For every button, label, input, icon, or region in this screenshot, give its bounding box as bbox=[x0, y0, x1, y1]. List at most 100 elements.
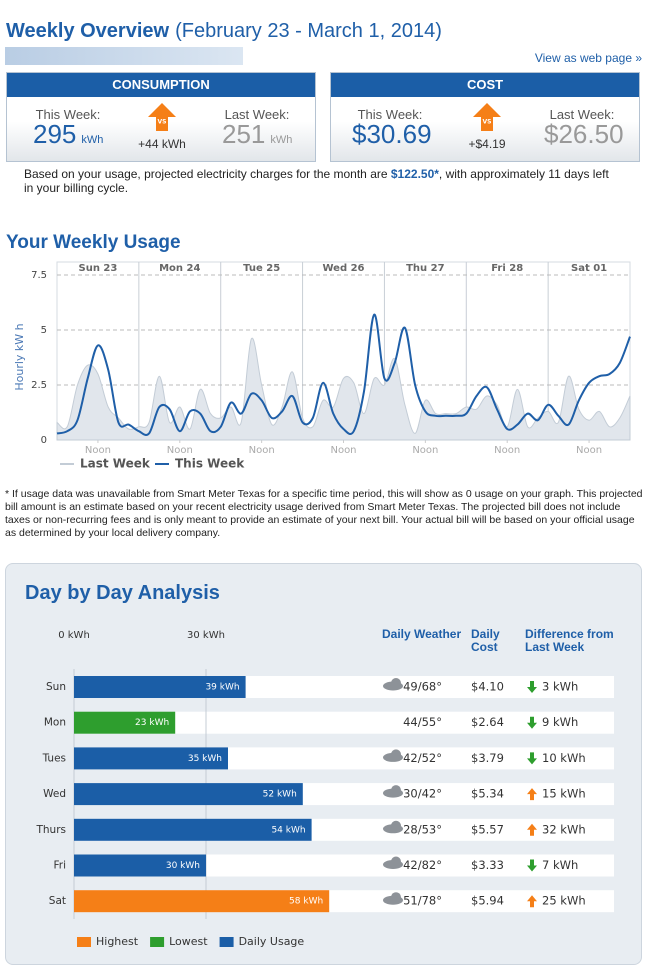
consumption-box: CONSUMPTION This Week: 295 kWh VS +44 kWh… bbox=[6, 72, 316, 162]
vs-label: VS bbox=[158, 119, 167, 126]
daily-cost: $4.10 bbox=[471, 680, 504, 694]
legend-swatch bbox=[150, 937, 165, 947]
difference-arrow bbox=[527, 788, 537, 801]
day-label: Mon 24 bbox=[159, 263, 200, 274]
category-label: Thurs bbox=[35, 824, 66, 836]
bar-value-label: 54 kWh bbox=[271, 825, 305, 835]
difference: 25 kWh bbox=[542, 894, 586, 908]
weather-icon bbox=[383, 749, 403, 762]
category-label: Wed bbox=[43, 788, 66, 800]
cloud bbox=[391, 749, 401, 760]
x-tick-label: Noon bbox=[85, 445, 111, 456]
difference-arrow bbox=[527, 752, 537, 765]
text: Based on your usage, projected electrici… bbox=[24, 167, 391, 181]
daily-cost: $5.34 bbox=[471, 787, 504, 801]
this-week-label: This Week: bbox=[35, 107, 101, 122]
category-label: Tues bbox=[42, 752, 66, 764]
cloud bbox=[391, 785, 401, 796]
last-week-value: $26.50 bbox=[544, 119, 624, 149]
weather: 49/68° bbox=[403, 680, 442, 694]
bar-value-label: 58 kWh bbox=[289, 897, 323, 907]
weather: 51/78° bbox=[403, 894, 442, 908]
x-tick-label: 30 kWh bbox=[187, 630, 225, 641]
y-tick-label: 2.5 bbox=[31, 380, 47, 391]
difference: 3 kWh bbox=[542, 680, 578, 694]
last-week-label: Last Week: bbox=[549, 107, 615, 122]
footnote: * If usage data was unavailable from Sma… bbox=[5, 488, 643, 539]
weather: 44/55° bbox=[403, 715, 442, 729]
row-track bbox=[74, 854, 614, 877]
weather: 28/53° bbox=[403, 822, 442, 836]
this-week-value: 295 kWh bbox=[33, 119, 103, 150]
bar bbox=[74, 711, 176, 734]
last-week-value: 251 kWh bbox=[222, 119, 292, 150]
x-tick-label: Noon bbox=[494, 445, 520, 456]
x-tick-label: Noon bbox=[576, 445, 602, 456]
x-tick-label: Noon bbox=[330, 445, 356, 456]
column-header: Daily Cost bbox=[471, 627, 500, 654]
weather-icon bbox=[383, 892, 403, 905]
daily-cost: $3.79 bbox=[471, 751, 504, 765]
date-range: (February 23 - March 1, 2014) bbox=[175, 20, 442, 42]
column-header: Difference from Last Week bbox=[525, 627, 614, 654]
legend-swatch bbox=[219, 937, 234, 947]
day-label: Thu 27 bbox=[406, 263, 444, 274]
weather: 42/52° bbox=[403, 751, 442, 765]
weather-icon bbox=[383, 820, 403, 834]
cost-box: COST This Week: $30.69 VS +$4.19 Last We… bbox=[330, 72, 640, 162]
difference-arrow bbox=[527, 895, 537, 908]
value: 295 bbox=[33, 119, 77, 149]
text: , with approximately 11 days left in you… bbox=[24, 167, 609, 195]
difference: 32 kWh bbox=[542, 822, 586, 836]
box-title: CONSUMPTION bbox=[7, 73, 315, 97]
x-tick-label: Noon bbox=[249, 445, 275, 456]
change: +44 kWh bbox=[138, 137, 186, 151]
category-label: Sun bbox=[46, 681, 66, 693]
cloud bbox=[391, 820, 401, 831]
daily-cost: $5.94 bbox=[471, 894, 504, 908]
y-tick-label: 7.5 bbox=[31, 270, 47, 281]
web-link[interactable]: View as web page » bbox=[534, 51, 642, 65]
category-label: Mon bbox=[44, 717, 66, 729]
bar bbox=[74, 890, 330, 913]
difference: 7 kWh bbox=[542, 858, 578, 872]
daily-cost: $3.33 bbox=[471, 858, 504, 872]
bar bbox=[74, 747, 228, 770]
day-label: Sat 01 bbox=[571, 263, 607, 274]
x-tick-label: Noon bbox=[167, 445, 193, 456]
unit: kWh bbox=[270, 134, 293, 146]
analysis-title: Day by Day Analysis bbox=[25, 582, 220, 604]
y-tick-label: 0 bbox=[41, 435, 47, 446]
change: +$4.19 bbox=[468, 137, 506, 151]
difference: 9 kWh bbox=[542, 715, 578, 729]
bar-value-label: 30 kWh bbox=[166, 861, 200, 871]
cloud bbox=[391, 678, 401, 688]
this-week-value: $30.69 bbox=[352, 119, 432, 149]
column-header: Daily Weather bbox=[382, 627, 462, 641]
legend-label: Last Week bbox=[80, 457, 151, 471]
day-label: Fri 28 bbox=[491, 263, 523, 274]
usage-title: Your Weekly Usage bbox=[6, 232, 181, 253]
difference: 15 kWh bbox=[542, 787, 586, 801]
weather: 42/82° bbox=[403, 858, 442, 872]
title-underline bbox=[5, 47, 243, 65]
last-week-label: Last Week: bbox=[224, 107, 290, 122]
daily-cost: $5.57 bbox=[471, 822, 504, 836]
legend-label: Daily Usage bbox=[239, 935, 305, 948]
difference-arrow bbox=[527, 681, 537, 693]
bar bbox=[74, 818, 312, 841]
bar-value-label: 23 kWh bbox=[135, 718, 169, 728]
usage-chart: Sun 23 Mon 24 Tue 25 Wed 26 Thu 27 Fri 28 Sat … bbox=[13, 261, 631, 471]
title-main: Weekly Overview bbox=[6, 20, 170, 42]
analysis-panel: 0 kWh 30 kWh Sun 39 kWh Mon 23 kWh Tues 35 kWh W… bbox=[5, 563, 642, 965]
category-label: Fri bbox=[53, 860, 66, 872]
bar-value-label: 52 kWh bbox=[263, 790, 297, 800]
difference-arrow bbox=[527, 823, 537, 836]
legend-label: This Week bbox=[175, 457, 245, 471]
daily-cost: $2.64 bbox=[471, 715, 504, 729]
difference-arrow bbox=[527, 859, 537, 872]
legend-swatch bbox=[77, 937, 91, 947]
legend-label: Highest bbox=[96, 935, 139, 948]
series-line bbox=[56, 313, 631, 436]
